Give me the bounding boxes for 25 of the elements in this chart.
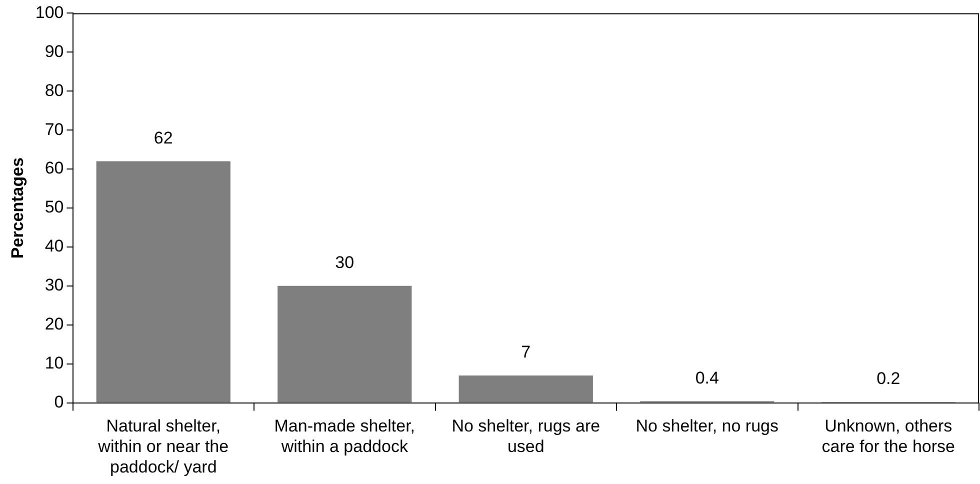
y-axis-title: Percentages	[8, 157, 27, 259]
bar	[96, 161, 230, 402]
y-tick-label: 100	[35, 2, 64, 22]
y-tick-label: 80	[44, 80, 64, 100]
data-label: 7	[521, 342, 531, 362]
y-tick-label: 70	[44, 120, 64, 139]
y-tick-label: 50	[44, 198, 64, 217]
y-tick-label: 0	[54, 392, 64, 412]
y-tick-label: 20	[44, 314, 64, 334]
x-tick-label: Man-made shelter, within a paddock	[274, 416, 416, 456]
x-tick-label: No shelter, no rugs	[636, 416, 778, 436]
y-tick-label: 60	[44, 158, 64, 178]
x-tick-label: Natural shelter, within or near the paddock/ yard	[97, 416, 229, 476]
bar	[458, 376, 593, 402]
data-label: 30	[335, 253, 354, 272]
y-tick-label: 30	[44, 276, 64, 295]
data-label: 0.4	[695, 368, 719, 388]
y-tick-label: 10	[44, 354, 64, 373]
y-tick-label: 40	[44, 236, 64, 256]
bar	[278, 286, 412, 402]
y-tick-label: 90	[44, 42, 64, 61]
data-label: 62	[154, 128, 173, 148]
data-label: 0.2	[876, 369, 900, 388]
x-tick-label: Unknown, others care for the horse	[822, 416, 955, 456]
x-tick-label: No shelter, rugs are used	[452, 416, 600, 456]
